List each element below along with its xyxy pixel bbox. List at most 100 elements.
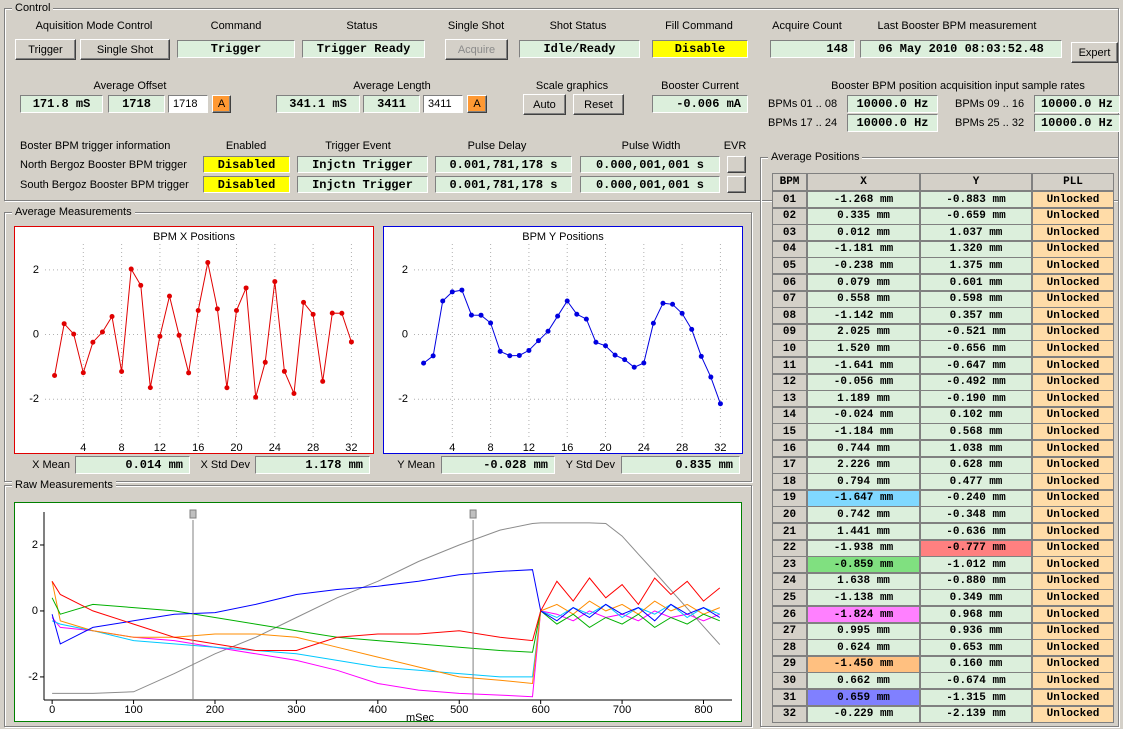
table-cell: Unlocked <box>1032 689 1114 706</box>
table-cell: 03 <box>772 224 807 242</box>
raw-trace <box>51 569 721 645</box>
sample-rate-display: 10000.0 Hz <box>1034 114 1120 132</box>
chart-title: BPM X Positions <box>153 231 235 243</box>
table-cell: 18 <box>772 473 807 491</box>
evr-button[interactable] <box>727 156 746 173</box>
table-cell: -0.883 mm <box>920 191 1032 208</box>
table-cell: -1.181 mm <box>807 240 920 258</box>
stat-label: X Mean <box>32 459 70 471</box>
table-cell: Unlocked <box>1032 572 1114 590</box>
x-tick-label: 0 <box>49 704 55 716</box>
table-cell: -0.521 mm <box>920 323 1032 341</box>
data-point <box>281 368 287 374</box>
offset-time: 171.8 mS <box>20 95 103 113</box>
table-cell: 05 <box>772 257 807 275</box>
data-point <box>234 308 240 314</box>
table-cell: 26 <box>772 606 807 623</box>
x-tick-label: 24 <box>638 442 650 454</box>
group-title: Average Positions <box>768 150 863 164</box>
trigger-value: 0.000,001,001 s <box>580 156 720 173</box>
table-cell: 27 <box>772 622 807 640</box>
data-point <box>660 300 666 306</box>
raw-trace <box>52 522 721 694</box>
y-tick-label: 0 <box>32 605 38 617</box>
length-apply-button[interactable]: A <box>467 95 487 113</box>
x-tick-label: 24 <box>269 442 281 454</box>
sample-rate-display: 10000.0 Hz <box>847 114 938 132</box>
sample-rate-label: BPMs 09 .. 16 <box>955 98 1025 110</box>
table-cell: 22 <box>772 539 807 557</box>
table-cell: Unlocked <box>1032 440 1114 457</box>
table-cell: -1.138 mm <box>807 589 920 607</box>
auto-button[interactable]: Auto <box>523 94 566 115</box>
data-point <box>670 301 676 307</box>
data-point <box>516 352 522 358</box>
trigger-button[interactable]: Trigger <box>15 39 76 60</box>
table-cell: -1.450 mm <box>807 655 920 673</box>
expert-button[interactable]: Expert <box>1071 42 1118 63</box>
table-cell: -1.012 mm <box>920 556 1032 574</box>
trigger-value: 0.000,001,001 s <box>580 176 720 193</box>
table-cell: Unlocked <box>1032 655 1114 673</box>
table-cell: 0.012 mm <box>807 224 920 242</box>
table-cell: -2.139 mm <box>920 705 1032 723</box>
sample-rate-label: BPMs 01 .. 08 <box>768 98 838 110</box>
offset-input[interactable]: 1718 <box>168 95 208 113</box>
table-cell: -1.268 mm <box>807 191 920 208</box>
table-cell: 1.520 mm <box>807 340 920 358</box>
table-cell: 23 <box>772 556 807 574</box>
table-cell: 0.995 mm <box>807 622 920 640</box>
table-cell: -0.674 mm <box>920 672 1032 690</box>
table-cell: -0.348 mm <box>920 506 1032 524</box>
single-shot-button[interactable]: Single Shot <box>80 39 170 60</box>
table-cell: -0.880 mm <box>920 572 1032 590</box>
table-cell: -0.647 mm <box>920 357 1032 374</box>
x-tick-label: 32 <box>714 442 726 454</box>
evr-button[interactable] <box>727 176 746 193</box>
table-cell: 0.744 mm <box>807 440 920 457</box>
data-point <box>574 311 580 317</box>
table-cell: 1.320 mm <box>920 240 1032 258</box>
table-cell: 08 <box>772 307 807 325</box>
data-point <box>90 339 96 345</box>
y-tick-label: 2 <box>402 264 408 276</box>
x-tick-label: 16 <box>192 442 204 454</box>
table-header: BPM <box>772 173 807 191</box>
table-cell: -0.240 mm <box>920 489 1032 507</box>
raw-chart: -2 0 2 0 100 200 300 400 500 600 700 800 mSec <box>14 502 742 722</box>
x-tick-label: 12 <box>154 442 166 454</box>
trigger-value: Injctn Trigger <box>297 156 428 173</box>
table-cell: Unlocked <box>1032 589 1114 607</box>
data-point <box>138 282 144 288</box>
stat-label: Y Std Dev <box>565 459 615 471</box>
offset-apply-button[interactable]: A <box>212 95 231 113</box>
field-label: Average Length <box>353 80 431 92</box>
cursor-handle <box>189 509 197 519</box>
table-cell: 0.160 mm <box>920 655 1032 673</box>
table-cell: 0.601 mm <box>920 274 1032 291</box>
table-cell: -1.647 mm <box>807 489 920 507</box>
table-cell: 0.102 mm <box>920 406 1032 424</box>
data-point <box>555 313 561 319</box>
x-tick-label: 800 <box>694 704 712 716</box>
table-cell: Unlocked <box>1032 539 1114 557</box>
data-point <box>195 307 201 313</box>
table-cell: Unlocked <box>1032 672 1114 690</box>
data-point <box>459 287 465 293</box>
chart-frame <box>14 502 742 722</box>
table-cell: -1.641 mm <box>807 357 920 374</box>
table-cell: 0.568 mm <box>920 423 1032 441</box>
table-cell: -1.315 mm <box>920 689 1032 706</box>
reset-button[interactable]: Reset <box>573 94 624 115</box>
data-point <box>99 329 105 335</box>
table-cell: -0.492 mm <box>920 373 1032 391</box>
x-tick-label: 200 <box>206 704 224 716</box>
chart-frame <box>383 226 743 454</box>
table-cell: Unlocked <box>1032 240 1114 258</box>
length-input[interactable]: 3411 <box>423 95 463 113</box>
data-point <box>631 364 637 370</box>
table-cell: 15 <box>772 423 807 441</box>
data-point <box>698 353 704 359</box>
column-header: EVR <box>723 140 747 152</box>
command-display: Trigger <box>177 40 295 58</box>
